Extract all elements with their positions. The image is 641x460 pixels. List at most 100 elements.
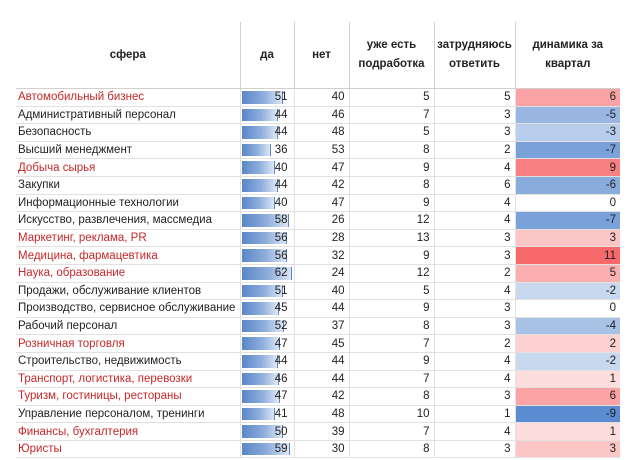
cell-no[interactable]: 44 (294, 370, 350, 389)
cell-side-job[interactable]: 5 (349, 282, 435, 301)
cell-no[interactable]: 53 (294, 141, 350, 160)
cell-sphere[interactable]: Управление персоналом, тренинги (16, 405, 241, 424)
cell-sphere[interactable]: Юристы (16, 440, 241, 459)
cell-yes[interactable]: 59 (240, 440, 295, 459)
cell-no[interactable]: 46 (294, 106, 350, 125)
cell-side-job[interactable]: 12 (349, 264, 435, 283)
cell-sphere[interactable]: Продажи, обслуживание клиентов (16, 282, 241, 301)
cell-unsure[interactable]: 2 (434, 141, 516, 160)
cell-yes[interactable]: 40 (240, 194, 295, 213)
cell-yes[interactable]: 51 (240, 282, 295, 301)
cell-sphere[interactable]: Административный персонал (16, 106, 241, 125)
cell-side-job[interactable]: 5 (349, 88, 435, 107)
cell-unsure[interactable]: 4 (434, 370, 516, 389)
cell-no[interactable]: 32 (294, 246, 350, 265)
cell-side-job[interactable]: 7 (349, 370, 435, 389)
cell-no[interactable]: 39 (294, 422, 350, 441)
cell-side-job[interactable]: 8 (349, 141, 435, 160)
header-yes[interactable]: да (240, 22, 295, 89)
cell-unsure[interactable]: 3 (434, 440, 516, 459)
cell-dynamics[interactable]: 1 (515, 422, 620, 441)
cell-unsure[interactable]: 3 (434, 246, 516, 265)
cell-sphere[interactable]: Туризм, гостиницы, рестораны (16, 387, 241, 406)
cell-sphere[interactable]: Розничная торговля (16, 334, 241, 353)
cell-yes[interactable]: 47 (240, 387, 295, 406)
cell-dynamics[interactable]: 2 (515, 334, 620, 353)
header-unsure[interactable]: затрудняюсь ответить (434, 22, 516, 89)
cell-yes[interactable]: 51 (240, 88, 295, 107)
cell-dynamics[interactable]: 0 (515, 194, 620, 213)
header-side-job[interactable]: уже есть подработка (349, 22, 435, 89)
cell-dynamics[interactable]: 6 (515, 88, 620, 107)
cell-dynamics[interactable]: -3 (515, 123, 620, 142)
cell-yes[interactable]: 45 (240, 299, 295, 318)
cell-sphere[interactable]: Строительство, недвижимость (16, 352, 241, 371)
cell-unsure[interactable]: 3 (434, 229, 516, 248)
cell-dynamics[interactable]: 3 (515, 440, 620, 459)
cell-side-job[interactable]: 8 (349, 176, 435, 195)
cell-yes[interactable]: 44 (240, 352, 295, 371)
cell-dynamics[interactable]: 5 (515, 264, 620, 283)
cell-side-job[interactable]: 5 (349, 123, 435, 142)
cell-unsure[interactable]: 3 (434, 106, 516, 125)
cell-sphere[interactable]: Медицина, фармацевтика (16, 246, 241, 265)
cell-unsure[interactable]: 6 (434, 176, 516, 195)
cell-no[interactable]: 45 (294, 334, 350, 353)
cell-dynamics[interactable]: 1 (515, 370, 620, 389)
cell-dynamics[interactable]: -6 (515, 176, 620, 195)
cell-unsure[interactable]: 5 (434, 88, 516, 107)
cell-yes[interactable]: 56 (240, 246, 295, 265)
cell-yes[interactable]: 52 (240, 317, 295, 336)
cell-unsure[interactable]: 4 (434, 282, 516, 301)
cell-sphere[interactable]: Наука, образование (16, 264, 241, 283)
cell-no[interactable]: 42 (294, 387, 350, 406)
cell-sphere[interactable]: Транспорт, логистика, перевозки (16, 370, 241, 389)
cell-no[interactable]: 40 (294, 88, 350, 107)
cell-side-job[interactable]: 7 (349, 422, 435, 441)
cell-unsure[interactable]: 3 (434, 299, 516, 318)
cell-yes[interactable]: 44 (240, 106, 295, 125)
cell-unsure[interactable]: 4 (434, 158, 516, 177)
cell-sphere[interactable]: Добыча сырья (16, 158, 241, 177)
cell-dynamics[interactable]: -7 (515, 211, 620, 230)
cell-no[interactable]: 30 (294, 440, 350, 459)
cell-no[interactable]: 47 (294, 158, 350, 177)
cell-unsure[interactable]: 1 (434, 405, 516, 424)
cell-dynamics[interactable]: -9 (515, 405, 620, 424)
cell-side-job[interactable]: 7 (349, 106, 435, 125)
cell-no[interactable]: 26 (294, 211, 350, 230)
cell-side-job[interactable]: 10 (349, 405, 435, 424)
cell-side-job[interactable]: 12 (349, 211, 435, 230)
cell-side-job[interactable]: 9 (349, 352, 435, 371)
cell-side-job[interactable]: 9 (349, 158, 435, 177)
cell-yes[interactable]: 58 (240, 211, 295, 230)
cell-no[interactable]: 24 (294, 264, 350, 283)
cell-dynamics[interactable]: -5 (515, 106, 620, 125)
cell-sphere[interactable]: Финансы, бухгалтерия (16, 422, 241, 441)
cell-unsure[interactable]: 4 (434, 422, 516, 441)
cell-no[interactable]: 28 (294, 229, 350, 248)
cell-yes[interactable]: 40 (240, 158, 295, 177)
cell-unsure[interactable]: 4 (434, 352, 516, 371)
cell-unsure[interactable]: 3 (434, 387, 516, 406)
cell-yes[interactable]: 46 (240, 370, 295, 389)
cell-no[interactable]: 42 (294, 176, 350, 195)
cell-sphere[interactable]: Производство, сервисное обслуживание (16, 299, 241, 318)
cell-sphere[interactable]: Безопасность (16, 123, 241, 142)
cell-no[interactable]: 48 (294, 405, 350, 424)
cell-no[interactable]: 47 (294, 194, 350, 213)
cell-yes[interactable]: 41 (240, 405, 295, 424)
header-no[interactable]: нет (294, 22, 350, 89)
cell-unsure[interactable]: 4 (434, 211, 516, 230)
cell-dynamics[interactable]: 11 (515, 246, 620, 265)
cell-unsure[interactable]: 2 (434, 264, 516, 283)
header-dynamics[interactable]: динамика за квартал (515, 22, 620, 89)
cell-no[interactable]: 44 (294, 299, 350, 318)
cell-side-job[interactable]: 9 (349, 299, 435, 318)
cell-side-job[interactable]: 8 (349, 317, 435, 336)
cell-no[interactable]: 40 (294, 282, 350, 301)
cell-dynamics[interactable]: 3 (515, 229, 620, 248)
cell-sphere[interactable]: Высший менеджмент (16, 141, 241, 160)
cell-unsure[interactable]: 3 (434, 317, 516, 336)
cell-dynamics[interactable]: -2 (515, 282, 620, 301)
